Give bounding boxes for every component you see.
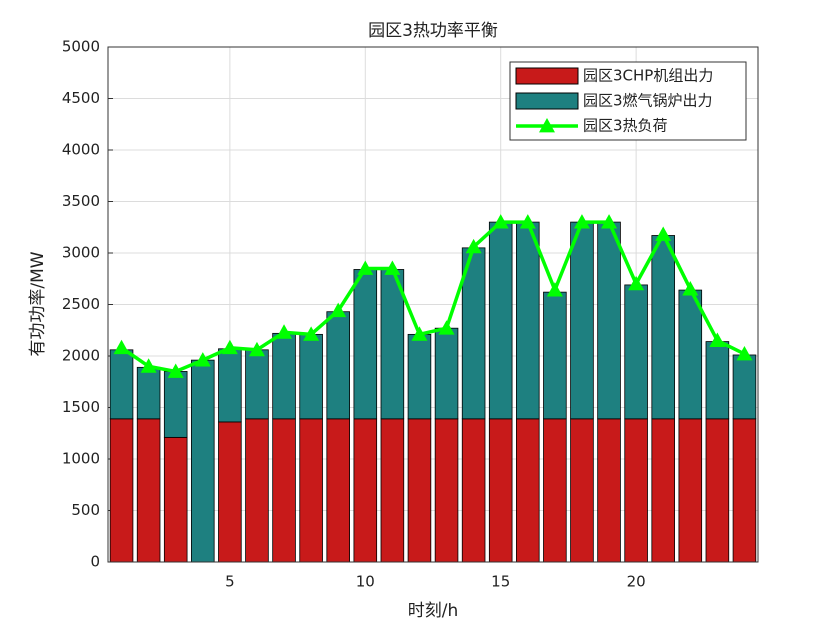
line-marker bbox=[465, 238, 482, 254]
bar-segment bbox=[570, 221, 594, 420]
bar-segment bbox=[624, 284, 648, 420]
bar-segment bbox=[380, 418, 405, 563]
bar-segment bbox=[732, 354, 757, 420]
y-axis-label: 有功功率/MW bbox=[28, 251, 48, 356]
bar-segment bbox=[326, 418, 350, 563]
line-marker bbox=[411, 326, 428, 341]
line-marker bbox=[140, 358, 157, 373]
bar-segment bbox=[407, 418, 432, 563]
bar-segment bbox=[218, 348, 242, 423]
bar-segment bbox=[597, 418, 621, 563]
bar-segment bbox=[191, 359, 215, 563]
line-marker bbox=[357, 260, 374, 275]
bar-segment bbox=[136, 366, 161, 420]
bar-segment bbox=[705, 341, 730, 420]
bar-segment bbox=[163, 436, 188, 563]
bar-segment bbox=[136, 418, 161, 563]
y-tick-label: 2000 bbox=[62, 347, 100, 365]
y-tick-label: 3000 bbox=[62, 244, 100, 262]
y-tick-label: 0 bbox=[90, 553, 100, 571]
y-tick-label: 1000 bbox=[62, 450, 100, 468]
legend-label: 园区3热负荷 bbox=[583, 117, 668, 135]
legend-label: 园区3燃气锅炉出力 bbox=[583, 92, 713, 110]
bar-segment bbox=[516, 221, 540, 420]
x-tick-label: 5 bbox=[225, 573, 235, 591]
bar-segment bbox=[299, 333, 323, 420]
x-tick-label: 10 bbox=[356, 573, 375, 591]
line-marker bbox=[682, 281, 699, 296]
line-marker bbox=[546, 282, 563, 297]
bar-segment bbox=[353, 269, 378, 420]
bar-segment bbox=[678, 289, 703, 420]
line-marker bbox=[655, 226, 672, 241]
bar-segment bbox=[543, 291, 567, 420]
bar-segment bbox=[163, 371, 188, 438]
y-tick-label: 4000 bbox=[62, 141, 100, 159]
bar-segment bbox=[434, 327, 459, 420]
legend-marker bbox=[539, 118, 555, 133]
line-marker bbox=[248, 341, 265, 357]
line-marker bbox=[194, 352, 211, 367]
bar-segment bbox=[245, 418, 269, 563]
y-tick-label: 4500 bbox=[62, 89, 100, 107]
line-marker bbox=[330, 302, 347, 318]
bar-segment bbox=[705, 418, 730, 563]
line-marker bbox=[709, 332, 726, 347]
bar-segment bbox=[299, 418, 323, 563]
bar-segment bbox=[678, 418, 703, 563]
bar-segment bbox=[543, 418, 567, 563]
bar-segment bbox=[732, 418, 757, 563]
line-marker bbox=[167, 363, 184, 378]
y-tick-label: 1500 bbox=[62, 398, 100, 416]
legend-swatch bbox=[515, 92, 579, 110]
bar-segment bbox=[651, 235, 675, 420]
bar-segment bbox=[597, 221, 621, 420]
line-marker bbox=[601, 214, 618, 229]
x-tick-label: 20 bbox=[627, 573, 646, 591]
bar-segment bbox=[326, 311, 350, 420]
line-marker bbox=[628, 275, 645, 291]
bar-segment bbox=[516, 418, 540, 563]
chart-title: 园区3热功率平衡 bbox=[368, 21, 498, 41]
line-marker bbox=[221, 339, 238, 355]
bar-segment bbox=[461, 418, 486, 563]
bar-segment bbox=[353, 418, 378, 563]
y-tick-label: 3500 bbox=[62, 192, 100, 210]
line-marker bbox=[384, 260, 401, 275]
line-marker bbox=[438, 320, 455, 335]
line-marker bbox=[492, 214, 509, 229]
line-marker bbox=[519, 214, 536, 229]
legend-swatch bbox=[515, 67, 579, 85]
bar-segment bbox=[109, 418, 134, 563]
bar-segment bbox=[218, 421, 242, 563]
line-marker bbox=[113, 339, 130, 355]
x-tick-label: 15 bbox=[491, 573, 510, 591]
bar-segment bbox=[488, 418, 513, 563]
bar-segment bbox=[624, 418, 648, 563]
line-marker bbox=[573, 214, 590, 229]
legend-label: 园区3CHP机组出力 bbox=[583, 67, 713, 85]
bar-segment bbox=[434, 418, 459, 563]
plot-frame bbox=[107, 46, 759, 563]
bar-segment bbox=[272, 418, 296, 563]
line-marker bbox=[303, 326, 320, 341]
bar-segment bbox=[570, 418, 594, 563]
line-marker bbox=[276, 324, 293, 339]
bar-segment bbox=[245, 349, 269, 420]
bar-segment bbox=[272, 332, 296, 420]
y-tick-label: 2500 bbox=[62, 295, 100, 313]
x-axis-label: 时刻/h bbox=[408, 601, 459, 621]
line-marker bbox=[736, 345, 753, 361]
y-tick-label: 5000 bbox=[62, 38, 100, 56]
y-tick-label: 500 bbox=[71, 501, 100, 519]
bar-segment bbox=[488, 221, 513, 420]
bar-segment bbox=[407, 333, 432, 420]
bar-segment bbox=[651, 418, 675, 563]
bar-segment bbox=[109, 349, 134, 420]
